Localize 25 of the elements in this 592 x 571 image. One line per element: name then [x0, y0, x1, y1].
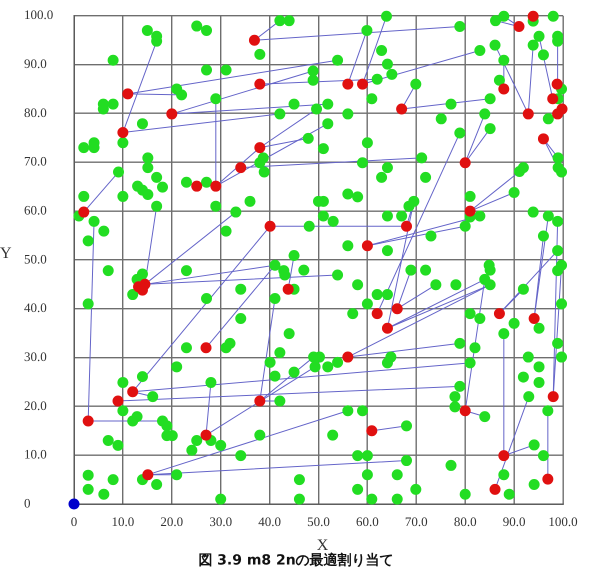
y-tick-label: 10.0: [24, 446, 47, 462]
x-tick-label: 10.0: [112, 514, 134, 530]
x-tick-label: 20.0: [160, 514, 184, 530]
y-tick-label: 100.0: [24, 7, 54, 22]
x-tick-label: 100.0: [548, 514, 578, 530]
x-tick-label: 30.0: [209, 514, 232, 530]
y-tick-label: 80.0: [24, 104, 47, 120]
x-tick-label: 40.0: [258, 514, 281, 530]
x-tick-label: 60.0: [356, 514, 379, 530]
y-tick-label: 50.0: [24, 251, 47, 266]
x-tick-label: 0: [70, 514, 78, 530]
y-tick-label: 0: [24, 495, 30, 510]
y-tick-label: 30.0: [24, 348, 47, 364]
x-tick-label: 50.0: [307, 514, 330, 530]
x-tick-label: 70.0: [404, 514, 428, 530]
x-tick-label: 90.0: [502, 514, 526, 530]
y-axis-title: Y: [0, 245, 12, 262]
y-tick-label: 60.0: [24, 202, 47, 218]
caption: 図 3.9 m8 2nの最適割り当て: [198, 552, 394, 569]
x-axis-title: X: [316, 537, 329, 554]
y-tick-label: 40.0: [24, 300, 47, 316]
y-tick-label: 20.0: [24, 398, 47, 413]
y-tick-label: 90.0: [24, 56, 47, 72]
y-tick-label: 70.0: [24, 154, 47, 169]
x-tick-label: 80.0: [454, 514, 477, 530]
